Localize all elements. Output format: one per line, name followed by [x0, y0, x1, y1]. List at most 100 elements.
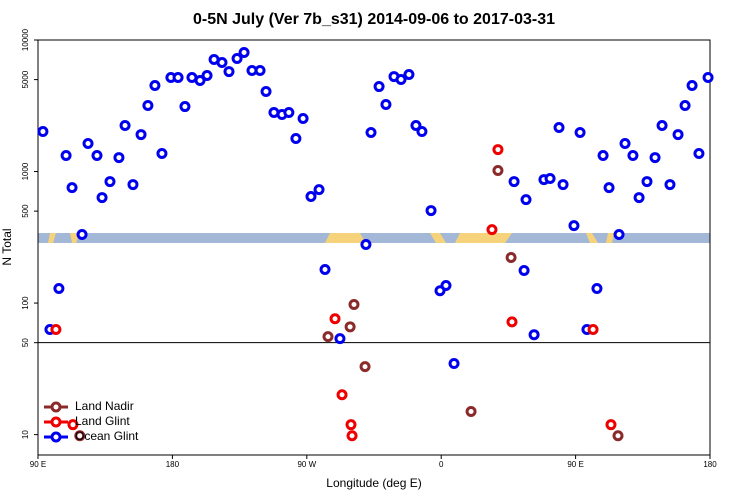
data-point: [664, 179, 676, 191]
data-point: [440, 280, 452, 292]
data-point: [254, 65, 266, 77]
data-point: [605, 419, 617, 431]
x-tick-label: 180: [166, 460, 180, 469]
data-point: [416, 126, 428, 138]
data-point: [613, 229, 625, 241]
y-tick-label: 10000: [21, 28, 30, 51]
data-point: [486, 224, 498, 236]
data-point: [492, 144, 504, 156]
data-point: [119, 119, 131, 131]
data-point: [448, 358, 460, 370]
data-point: [425, 205, 437, 217]
data-point: [492, 165, 504, 177]
data-point: [305, 191, 317, 203]
land: [430, 233, 446, 243]
data-point: [656, 119, 668, 131]
x-tick-label: 90 W: [297, 460, 316, 469]
data-point: [505, 252, 517, 264]
data-point: [60, 150, 72, 162]
data-point: [297, 113, 309, 125]
land: [606, 233, 614, 243]
data-point: [380, 98, 392, 110]
data-point: [568, 220, 580, 232]
land: [586, 233, 598, 243]
land: [455, 233, 512, 243]
data-point: [693, 148, 705, 160]
data-point: [603, 182, 615, 194]
land-strip: [48, 233, 614, 243]
data-point: [528, 329, 540, 341]
data-point: [346, 430, 358, 442]
ocean-strip: [38, 233, 710, 243]
data-point: [633, 192, 645, 204]
data-point: [365, 126, 377, 138]
x-tick-label: 90 E: [567, 460, 583, 469]
map-strip: [38, 233, 710, 243]
data-point: [334, 333, 346, 345]
data-point: [359, 361, 371, 373]
data-point: [82, 138, 94, 150]
data-point: [612, 430, 624, 442]
data-point: [597, 150, 609, 162]
legend-item: Ocean Glint: [44, 429, 139, 443]
data-point: [627, 150, 639, 162]
data-point: [194, 75, 206, 87]
y-tick-label: 5000: [21, 70, 30, 88]
data-point: [373, 81, 385, 93]
data-point: [336, 389, 348, 401]
data-point: [156, 148, 168, 160]
data-point: [104, 176, 116, 188]
data-point: [508, 176, 520, 188]
data-point: [179, 101, 191, 113]
data-point: [135, 129, 147, 141]
legend-item: Land Glint: [44, 414, 130, 428]
data-point: [53, 283, 65, 295]
data-point: [348, 299, 360, 311]
data-point: [574, 126, 586, 138]
data-point: [313, 184, 325, 196]
y-tick-label: 1000: [21, 162, 30, 180]
data-point: [641, 176, 653, 188]
data-point: [216, 56, 228, 68]
data-point: [91, 150, 103, 162]
data-point: [587, 323, 599, 335]
data-point: [506, 316, 518, 328]
legend-item: Land Nadir: [44, 399, 134, 413]
land: [325, 233, 366, 243]
data-point: [238, 46, 250, 58]
data-point: [518, 264, 530, 276]
data-point: [290, 133, 302, 145]
data-point: [283, 106, 295, 118]
data-point: [329, 313, 341, 325]
land: [48, 233, 56, 243]
legend-marker: [50, 416, 62, 428]
data-point: [686, 80, 698, 92]
data-point: [345, 419, 357, 431]
x-tick-label: 90 E: [30, 460, 46, 469]
data-point: [553, 121, 565, 133]
data-point: [410, 119, 422, 131]
data-point: [37, 126, 49, 138]
data-point: [231, 53, 243, 65]
data-point: [142, 100, 154, 112]
data-point: [649, 152, 661, 164]
data-point: [172, 71, 184, 83]
data-point: [395, 73, 407, 85]
data-point: [322, 331, 334, 343]
legend-marker: [50, 431, 62, 443]
data-point: [344, 321, 356, 333]
data-point: [557, 179, 569, 191]
data-point: [96, 192, 108, 204]
y-tick-label: 100: [21, 296, 30, 310]
data-point: [403, 69, 415, 81]
x-tick-label: 180: [703, 460, 717, 469]
data-point: [201, 70, 213, 82]
data-point: [619, 138, 631, 150]
data-point: [66, 182, 78, 194]
legend-label: Ocean Glint: [75, 429, 139, 443]
data-point: [465, 405, 477, 417]
data-point: [544, 173, 556, 185]
y-tick-label: 50: [21, 338, 30, 347]
chart-title: 0-5N July (Ver 7b_s31) 2014-09-06 to 201…: [193, 11, 555, 28]
data-point: [702, 71, 714, 83]
